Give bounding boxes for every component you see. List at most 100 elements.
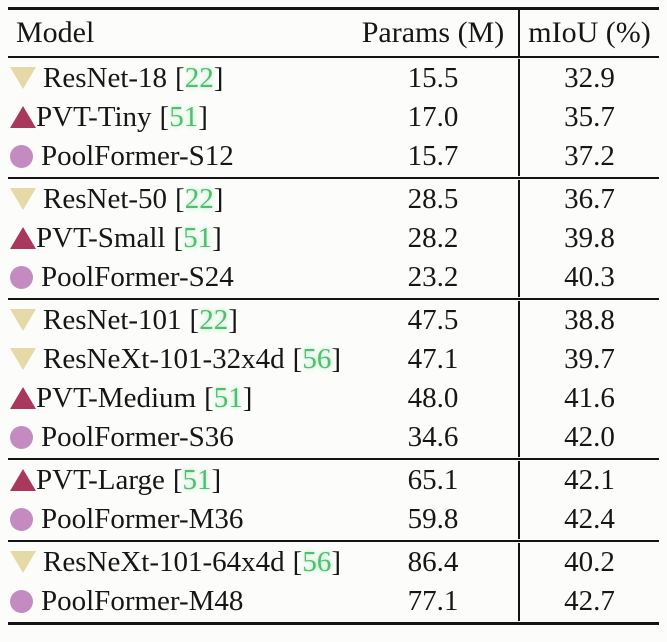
citation-bracket-close: ] xyxy=(331,546,341,578)
triangle-up-icon xyxy=(10,227,36,250)
triangle-down-icon xyxy=(10,188,36,211)
model-name: PVT-Medium xyxy=(36,382,197,414)
circle-icon xyxy=(10,265,33,289)
params-value: 34.6 xyxy=(407,421,459,453)
table-row: ResNeXt-101-32x4d [56] 47.1 39.7 xyxy=(8,340,659,379)
table-group-3: ResNet-101 [22] 47.5 38.8 ResNeXt-101-32x… xyxy=(8,300,659,458)
citation: [51] xyxy=(160,101,208,133)
citation-number[interactable]: 56 xyxy=(302,546,332,578)
table-row: ResNeXt-101-64x4d [56] 86.4 40.2 xyxy=(8,543,659,582)
triangle-down-icon xyxy=(10,67,36,90)
params-value: 15.7 xyxy=(407,140,459,172)
miou-value: 35.7 xyxy=(518,98,659,137)
table-row: PVT-Tiny [51] 17.0 35.7 xyxy=(8,98,659,137)
table-row: ResNet-50 [22] 28.5 36.7 xyxy=(8,180,659,219)
model-cell: PVT-Large [51] xyxy=(8,461,348,500)
triangle-up-icon xyxy=(10,106,36,129)
citation-number[interactable]: 56 xyxy=(302,343,332,375)
citation-bracket-open: [ xyxy=(173,222,184,254)
model-name: PoolFormer-S36 xyxy=(41,421,234,453)
citation-bracket-open: [ xyxy=(159,101,170,133)
citation-bracket-close: ] xyxy=(198,101,208,133)
citation: [56] xyxy=(293,343,341,375)
column-header-miou: mIoU (%) xyxy=(518,10,659,56)
citation-bracket-open: [ xyxy=(175,62,185,94)
model-cell: PoolFormer-S12[] xyxy=(8,137,348,176)
citation-number[interactable]: 51 xyxy=(182,464,212,496)
citation-bracket-open: [ xyxy=(292,343,303,375)
citation-bracket-close: ] xyxy=(228,304,238,336)
citation-bracket-close: ] xyxy=(212,222,222,254)
citation-bracket-open: [ xyxy=(204,382,214,414)
miou-value: 36.7 xyxy=(518,180,659,219)
model-cell: PoolFormer-M48[] xyxy=(8,582,348,621)
table-group-2: ResNet-50 [22] 28.5 36.7 PVT-Small [51] 28… xyxy=(8,179,659,298)
citation-bracket-close: ] xyxy=(331,343,341,375)
bottom-rule xyxy=(8,622,659,625)
citation: [51] xyxy=(204,382,252,414)
model-name: ResNet-50 xyxy=(43,183,168,215)
citation-bracket-close: ] xyxy=(213,62,224,94)
miou-value: 42.7 xyxy=(518,582,659,621)
params-value: 28.2 xyxy=(407,222,459,254)
citation-number[interactable]: 22 xyxy=(184,183,214,215)
miou-value: 40.3 xyxy=(518,258,659,297)
miou-value: 37.2 xyxy=(518,137,659,176)
triangle-up-icon xyxy=(10,387,36,410)
citation-number[interactable]: 51 xyxy=(213,382,243,414)
triangle-down-icon xyxy=(10,309,36,332)
params-value: 28.5 xyxy=(407,183,459,215)
params-value: 23.2 xyxy=(407,261,459,293)
model-name: PoolFormer-M48 xyxy=(41,585,244,617)
circle-icon xyxy=(10,589,33,613)
model-cell: PVT-Tiny [51] xyxy=(8,98,348,137)
model-cell: PoolFormer-S36[] xyxy=(8,418,348,457)
table-row: PoolFormer-M48[] 77.1 42.7 xyxy=(8,582,659,621)
miou-value: 39.8 xyxy=(518,219,659,258)
params-value: 15.5 xyxy=(407,62,459,94)
params-value: 65.1 xyxy=(407,464,459,496)
citation-bracket-open: [ xyxy=(175,183,185,215)
model-name: ResNeXt-101-32x4d xyxy=(43,343,285,375)
citation: [51] xyxy=(173,464,221,496)
table-group-5: ResNeXt-101-64x4d [56] 86.4 40.2 PoolForm… xyxy=(8,542,659,622)
model-cell: PoolFormer-S24[] xyxy=(8,258,348,297)
citation-bracket-open: [ xyxy=(292,546,303,578)
citation-number[interactable]: 22 xyxy=(184,62,214,94)
group-separator-rule xyxy=(8,540,659,542)
params-value: 48.0 xyxy=(407,382,459,414)
table-group-4: PVT-Large[51] 65.1 42.1 PoolFormer-M36[]… xyxy=(8,460,659,540)
model-name: PVT-Small xyxy=(36,222,166,254)
citation: [22] xyxy=(175,62,223,94)
miou-value: 41.6 xyxy=(518,379,659,418)
circle-icon xyxy=(10,144,33,168)
triangle-down-icon xyxy=(10,551,36,574)
citation-number[interactable]: 22 xyxy=(199,304,229,336)
citation-bracket-open: [ xyxy=(189,304,200,336)
table-row: PoolFormer-S36[] 34.6 42.0 xyxy=(8,418,659,457)
model-name: PoolFormer-M36 xyxy=(41,503,244,535)
table-row: PVT-Small [51] 28.2 39.8 xyxy=(8,219,659,258)
citation: [22] xyxy=(175,183,223,215)
top-rule xyxy=(8,7,659,10)
model-name: ResNet-18 xyxy=(43,62,168,94)
table-header-row: Model Params (M) mIoU (%) xyxy=(8,10,659,56)
table-row: ResNet-18 [22] 15.5 32.9 xyxy=(8,59,659,98)
citation: [51] xyxy=(173,222,221,254)
citation-bracket-close: ] xyxy=(213,183,224,215)
group-separator-rule xyxy=(8,177,659,179)
params-value: 86.4 xyxy=(407,546,459,578)
params-value: 77.1 xyxy=(407,585,459,617)
params-value: 47.5 xyxy=(407,304,459,336)
table-row: PVT-Medium [51] 48.0 41.6 xyxy=(8,379,659,418)
params-value: 59.8 xyxy=(407,503,459,535)
model-name: PVT-Tiny xyxy=(36,101,152,133)
citation-number[interactable]: 51 xyxy=(183,222,213,254)
model-name: PoolFormer-S12 xyxy=(41,140,234,172)
triangle-down-icon xyxy=(10,348,36,371)
model-cell: PVT-Medium [51] xyxy=(8,379,348,418)
table-row: ResNet-101 [22] 47.5 38.8 xyxy=(8,301,659,340)
triangle-up-icon xyxy=(10,469,36,492)
citation-number[interactable]: 51 xyxy=(169,101,199,133)
model-cell: ResNeXt-101-64x4d [56] xyxy=(8,543,348,582)
